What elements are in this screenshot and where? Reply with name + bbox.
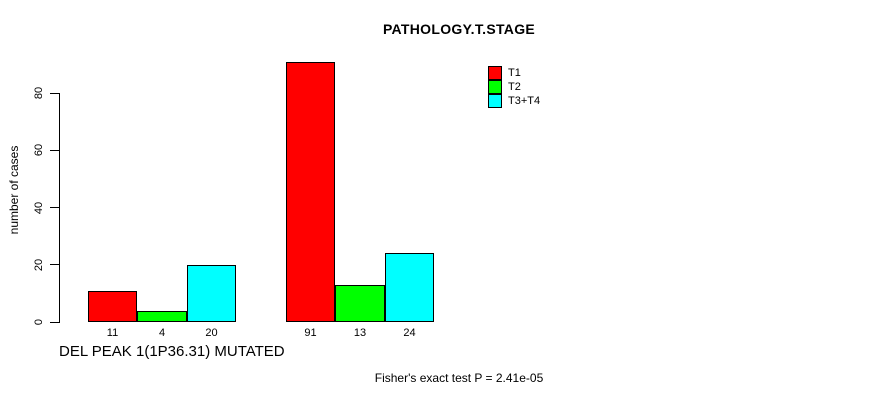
legend-item-t1: T1 — [488, 66, 540, 80]
legend-swatch-icon — [488, 80, 502, 94]
bar-t1-group1 — [88, 290, 137, 322]
y-tick — [50, 207, 59, 208]
y-tick-label: 0 — [33, 318, 45, 326]
stat-annotation: Fisher's exact test P = 2.41e-05 — [374, 371, 544, 385]
y-tick-label: 60 — [33, 144, 45, 157]
bar-value-label: 20 — [205, 327, 218, 339]
legend-item-t2: T2 — [488, 80, 540, 94]
y-tick — [50, 264, 59, 266]
y-tick — [50, 149, 59, 151]
bar-value-label: 4 — [158, 327, 166, 339]
bar-value-label: 91 — [304, 327, 317, 339]
legend: T1 T2 T3+T4 — [488, 66, 540, 108]
bar-t2-group2 — [335, 284, 385, 322]
y-tick-label: 80 — [33, 86, 45, 100]
bar-t3-t4-group2 — [385, 253, 434, 322]
y-axis-line — [59, 93, 60, 323]
chart-title: PATHOLOGY.T.STAGE — [382, 21, 536, 37]
y-tick-label: 20 — [33, 258, 45, 271]
legend-swatch-icon — [488, 94, 502, 108]
bar-t1-group2 — [286, 61, 335, 322]
x-category-label: DEL PEAK 1(1P36.31) MUTATED — [59, 343, 285, 360]
y-tick — [50, 92, 59, 94]
legend-label: T1 — [508, 67, 521, 79]
bar-value-label: 13 — [353, 327, 367, 339]
y-tick — [50, 321, 59, 323]
legend-item-t3-t4: T3+T4 — [488, 94, 540, 108]
y-tick-label: 40 — [33, 201, 45, 214]
bar-value-label: 24 — [403, 327, 416, 339]
bar-t3-t4-group1 — [187, 264, 236, 322]
bar-value-label: 11 — [106, 327, 119, 339]
y-axis-title: number of cases — [7, 145, 21, 235]
bar-t2-group1 — [137, 310, 187, 322]
legend-label: T2 — [508, 81, 521, 93]
legend-swatch-icon — [488, 66, 502, 80]
legend-label: T3+T4 — [508, 95, 541, 107]
